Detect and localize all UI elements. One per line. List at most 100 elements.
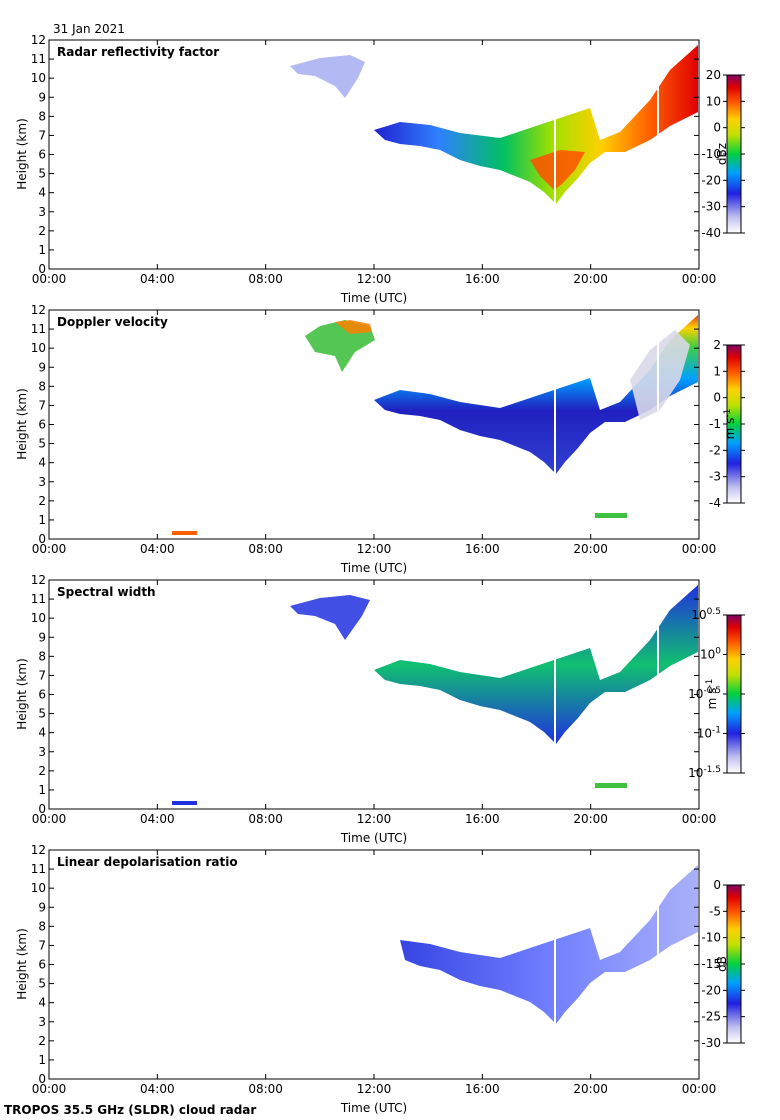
colorbar-tick-label: -15 <box>701 957 721 971</box>
reflectivity-data <box>290 40 698 210</box>
low-echo <box>595 513 627 518</box>
date-label: 31 Jan 2021 <box>53 22 125 36</box>
colorbar-tick-label: 0 <box>713 878 721 892</box>
x-axis-label: Time (UTC) <box>340 291 407 305</box>
colorbar-tick-label: 20 <box>706 68 721 82</box>
x-tick-label: 00:00 <box>32 812 67 826</box>
colorbar-label: m s-1 <box>705 679 719 710</box>
y-tick-label: 10 <box>31 71 46 85</box>
x-tick-label: 00:00 <box>682 272 717 286</box>
panel-title: Spectral width <box>57 585 156 599</box>
y-tick-label: 9 <box>38 630 46 644</box>
colorbar-tick-label: -30 <box>701 1036 721 1050</box>
y-tick-label: 12 <box>31 573 46 587</box>
low-echo <box>172 801 197 805</box>
colorbar-tick-label: 100 <box>700 647 721 662</box>
footer-label: TROPOS 35.5 GHz (SLDR) cloud radar <box>4 1103 256 1117</box>
y-tick-label: 3 <box>38 745 46 759</box>
x-tick-label: 00:00 <box>32 272 67 286</box>
y-tick-label: 11 <box>31 52 46 66</box>
x-axis-label: Time (UTC) <box>340 561 407 575</box>
x-tick-label: 04:00 <box>140 1082 175 1096</box>
colorbar-label: dB <box>715 956 729 972</box>
colorbar-tick-label: -3 <box>709 470 721 484</box>
x-tick-label: 12:00 <box>357 542 392 556</box>
upper-cloud-width <box>290 595 370 640</box>
panel-reflectivity: 00:00 04:00 08:00 12:00 16:00 20:00 00:0001234… <box>15 33 745 305</box>
y-tick-label: 9 <box>38 900 46 914</box>
y-tick-label: 1 <box>38 783 46 797</box>
y-tick-label: 5 <box>38 707 46 721</box>
y-tick-label: 4 <box>38 726 46 740</box>
colorbar-tick-label: -2 <box>709 443 721 457</box>
y-tick-label: 2 <box>38 1034 46 1048</box>
x-tick-label: 20:00 <box>573 1082 608 1096</box>
colorbar-tick-label: -5 <box>709 904 721 918</box>
y-tick-label: 9 <box>38 90 46 104</box>
colorbar-tick-label: -4 <box>709 496 721 510</box>
y-tick-label: 4 <box>38 456 46 470</box>
x-tick-label: 08:00 <box>248 542 283 556</box>
y-tick-label: 7 <box>38 398 46 412</box>
y-tick-label: 8 <box>38 919 46 933</box>
main-cloud-echo <box>374 45 698 204</box>
colorbar-tick-label: 100.5 <box>691 607 721 622</box>
y-tick-label: 11 <box>31 592 46 606</box>
panel-title: Doppler velocity <box>57 315 168 329</box>
y-tick-label: 0 <box>38 802 46 816</box>
panel-depolarisation: 00:00 04:00 08:00 12:00 16:00 20:00 00:0001234… <box>15 843 745 1115</box>
y-tick-label: 11 <box>31 322 46 336</box>
colorbar-tick-label: -20 <box>701 173 721 187</box>
y-tick-label: 4 <box>38 186 46 200</box>
colorbar-tick-label: 1 <box>713 364 721 378</box>
x-tick-label: 00:00 <box>32 542 67 556</box>
y-tick-label: 3 <box>38 205 46 219</box>
colorbar-tick-label: 0 <box>713 391 721 405</box>
x-tick-label: 12:00 <box>357 1082 392 1096</box>
colorbar <box>726 614 742 774</box>
colorbar-tick-label: -20 <box>701 983 721 997</box>
y-tick-label: 1 <box>38 243 46 257</box>
y-tick-label: 12 <box>31 843 46 857</box>
upper-cloud-echo <box>290 55 365 98</box>
y-tick-label: 8 <box>38 109 46 123</box>
y-tick-label: 10 <box>31 881 46 895</box>
y-tick-label: 5 <box>38 977 46 991</box>
y-tick-label: 5 <box>38 167 46 181</box>
y-tick-label: 0 <box>38 262 46 276</box>
colorbar <box>726 74 742 234</box>
colorbar-tick-label: 2 <box>713 338 721 352</box>
colorbar-tick-label: -25 <box>701 1010 721 1024</box>
y-tick-label: 2 <box>38 764 46 778</box>
y-tick-label: 8 <box>38 379 46 393</box>
y-tick-label: 0 <box>38 532 46 546</box>
y-tick-label: 10 <box>31 341 46 355</box>
y-tick-label: 2 <box>38 494 46 508</box>
x-tick-label: 20:00 <box>573 272 608 286</box>
low-echo <box>595 783 627 788</box>
panel-title: Radar reflectivity factor <box>57 45 219 59</box>
x-tick-label: 00:00 <box>682 1082 717 1096</box>
x-tick-label: 04:00 <box>140 272 175 286</box>
y-tick-label: 6 <box>38 418 46 432</box>
x-tick-label: 16:00 <box>465 272 500 286</box>
y-tick-label: 3 <box>38 475 46 489</box>
x-tick-label: 20:00 <box>573 542 608 556</box>
y-tick-label: 4 <box>38 996 46 1010</box>
x-tick-label: 16:00 <box>465 542 500 556</box>
x-tick-label: 00:00 <box>32 1082 67 1096</box>
x-tick-label: 08:00 <box>248 272 283 286</box>
main-cloud-depol <box>400 865 698 1024</box>
grey-fallstreak <box>630 330 690 420</box>
colorbar-tick-label: -40 <box>701 226 721 240</box>
x-tick-label: 12:00 <box>357 272 392 286</box>
low-echo <box>172 531 197 535</box>
colorbar-tick-label: -1 <box>709 417 721 431</box>
y-tick-label: 3 <box>38 1015 46 1029</box>
x-tick-label: 08:00 <box>248 1082 283 1096</box>
y-tick-label: 2 <box>38 224 46 238</box>
x-tick-label: 20:00 <box>573 812 608 826</box>
colorbar-tick-label: -30 <box>701 200 721 214</box>
y-axis-label: Height (km) <box>15 658 29 729</box>
doppler-data <box>172 310 698 535</box>
